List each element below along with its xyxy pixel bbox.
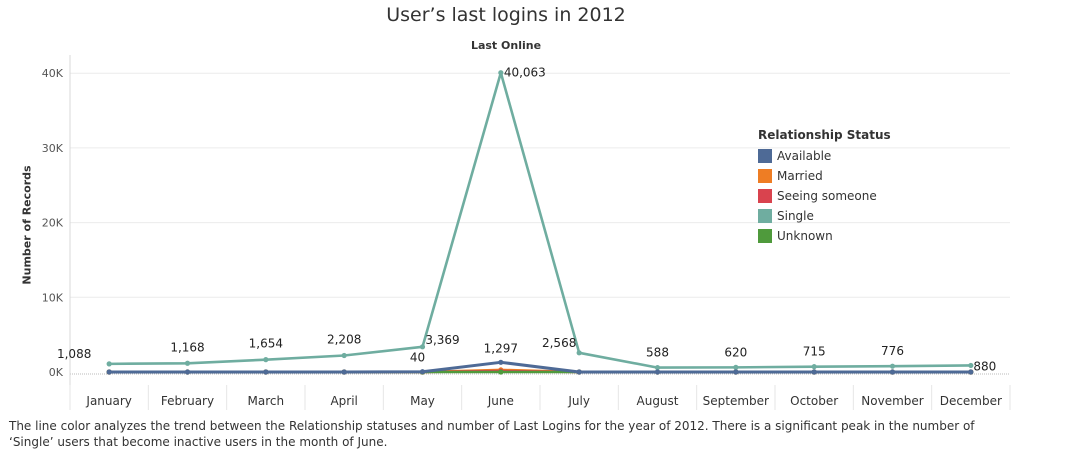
data-label: 1,088: [57, 347, 91, 361]
data-label: 715: [803, 345, 826, 359]
chart-title: User’s last logins in 2012: [386, 4, 626, 26]
legend-swatch-married: [758, 169, 772, 183]
y-tick-label: 20K: [42, 217, 64, 230]
y-tick-label: 30K: [42, 142, 64, 155]
data-point: [263, 357, 269, 363]
data-point: [968, 369, 974, 375]
x-tick-label: December: [940, 394, 1002, 408]
data-label: 1,297: [484, 341, 518, 355]
chart-caption: The line color analyzes the trend betwee…: [9, 419, 975, 449]
legend-title: Relationship Status: [758, 128, 891, 142]
data-label: 2,208: [327, 333, 361, 347]
legend-item-available[interactable]: Available: [758, 146, 891, 166]
data-point: [419, 369, 426, 375]
x-tick-label: April: [330, 394, 357, 408]
legend-swatch-unknown: [758, 229, 772, 243]
data-label: 2,568: [542, 336, 576, 350]
data-point: [419, 344, 426, 350]
x-tick-label: May: [410, 394, 435, 408]
legend-swatch-seeing-someone: [758, 189, 772, 203]
data-point: [889, 363, 896, 369]
data-label: 880: [973, 359, 996, 373]
data-point: [106, 369, 112, 375]
x-tick-label: March: [248, 394, 285, 408]
x-tick-label: February: [161, 394, 214, 408]
data-point: [184, 360, 191, 366]
gridlines: [70, 72, 1010, 375]
data-point: [733, 364, 739, 370]
data-point: [106, 361, 112, 367]
x-tick-label: June: [487, 394, 514, 408]
x-tick-label: October: [790, 394, 838, 408]
data-label: 1,654: [249, 337, 283, 351]
x-tick-label: August: [637, 394, 679, 408]
data-point: [811, 369, 817, 375]
x-tick-label: January: [85, 394, 132, 408]
series-line-available: [109, 360, 971, 374]
y-tick-label: 0K: [49, 366, 64, 379]
data-point: [576, 350, 582, 356]
legend[interactable]: Relationship Status Available Married Se…: [758, 128, 891, 246]
legend-swatch-single: [758, 209, 772, 223]
data-labels: 1,088 1,168 1,654 2,208 3,369 40,063 2,568 588 6…: [57, 66, 996, 374]
data-point: [341, 369, 347, 375]
data-point: [498, 359, 504, 365]
data-point: [733, 369, 739, 375]
data-point: [889, 369, 896, 375]
legend-label-seeing-someone: Seeing someone: [777, 189, 877, 203]
data-label: 776: [881, 344, 904, 358]
chart-subtitle: Last Online: [470, 39, 542, 52]
axes: 0K 10K 20K 30K 40K January February March April M…: [42, 55, 1011, 410]
legend-label-single: Single: [777, 209, 814, 223]
data-point: [498, 369, 504, 375]
series-line-single: [109, 71, 971, 369]
data-point: [341, 352, 347, 359]
x-tick-label: July: [567, 394, 590, 408]
data-point: [576, 369, 582, 375]
data-point: [498, 70, 504, 76]
legend-label-married: Married: [777, 169, 823, 183]
x-tick-label: September: [703, 394, 769, 408]
x-tick-label: November: [861, 394, 923, 408]
legend-item-married[interactable]: Married: [758, 166, 891, 186]
data-label: 1,168: [170, 340, 204, 354]
data-point: [263, 369, 269, 375]
data-point: [654, 369, 661, 375]
series-lines: [106, 70, 974, 375]
legend-label-available: Available: [777, 149, 832, 163]
y-tick-label: 40K: [42, 67, 64, 80]
y-tick-label: 10K: [42, 291, 64, 304]
legend-label-unknown: Unknown: [777, 229, 833, 243]
data-label: 588: [646, 346, 669, 360]
legend-swatch-available: [758, 149, 772, 163]
data-point: [811, 364, 817, 370]
data-label: 40: [410, 351, 425, 365]
data-label: 620: [724, 345, 747, 359]
data-label: 3,369: [425, 333, 459, 347]
data-point: [968, 362, 974, 369]
legend-item-seeing-someone[interactable]: Seeing someone: [758, 186, 891, 206]
data-label: 40,063: [504, 66, 546, 80]
legend-item-single[interactable]: Single: [758, 206, 891, 226]
data-point: [654, 365, 661, 371]
legend-item-unknown[interactable]: Unknown: [758, 226, 891, 246]
data-point: [184, 369, 191, 375]
